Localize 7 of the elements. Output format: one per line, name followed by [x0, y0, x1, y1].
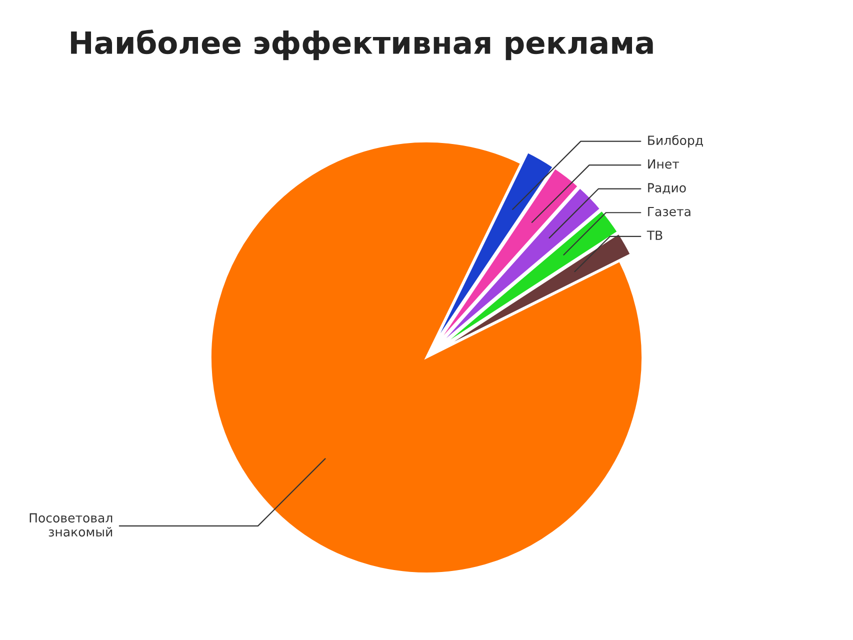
slice-label: Билборд: [648, 135, 703, 148]
slice-label: Радио: [648, 183, 686, 194]
slice-label: Инет: [648, 159, 680, 169]
slice-label: Посоветовал знакомый: [30, 513, 112, 537]
slice-label: ТВ: [646, 230, 662, 240]
chart-title: Наиболее эффективная реклама: [71, 30, 653, 60]
slice-label: Газета: [648, 206, 690, 216]
